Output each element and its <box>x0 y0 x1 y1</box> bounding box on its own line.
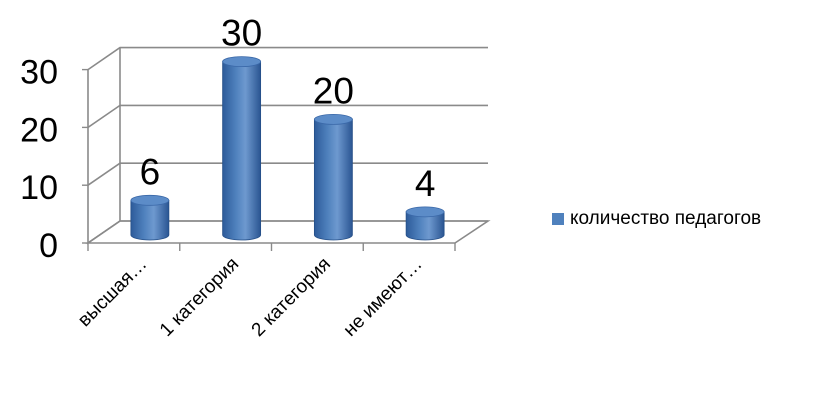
bar <box>314 114 352 240</box>
legend-swatch <box>552 213 564 225</box>
data-label: 6 <box>140 151 161 192</box>
bar <box>131 195 169 240</box>
x-tick-label: высшая… <box>74 254 151 331</box>
y-axis-ticks: 0 10 20 30 <box>20 54 88 265</box>
y-tick-label: 10 <box>20 169 58 207</box>
legend-label: количество педагогов <box>570 208 761 230</box>
x-tick-label: не имеют… <box>340 254 427 341</box>
x-axis-tick-labels: высшая… 1 категория 2 категория не имеют… <box>74 254 427 341</box>
data-label: 4 <box>415 163 436 204</box>
gridline <box>88 105 488 127</box>
y-tick-label: 30 <box>20 54 58 92</box>
gridline <box>88 48 488 70</box>
data-label: 30 <box>221 13 262 54</box>
y-tick-label: 20 <box>20 111 58 149</box>
x-axis <box>88 243 455 251</box>
data-labels: 6 30 20 4 <box>140 13 436 204</box>
data-label: 20 <box>313 70 354 111</box>
legend: количество педагогов <box>552 208 761 230</box>
y-tick-label: 0 <box>39 227 58 265</box>
bars <box>131 57 444 240</box>
x-tick-label: 2 категория <box>248 254 335 341</box>
side-wall <box>88 48 120 243</box>
bar <box>406 207 444 240</box>
bar <box>223 57 261 240</box>
x-tick-label: 1 категория <box>156 254 243 341</box>
